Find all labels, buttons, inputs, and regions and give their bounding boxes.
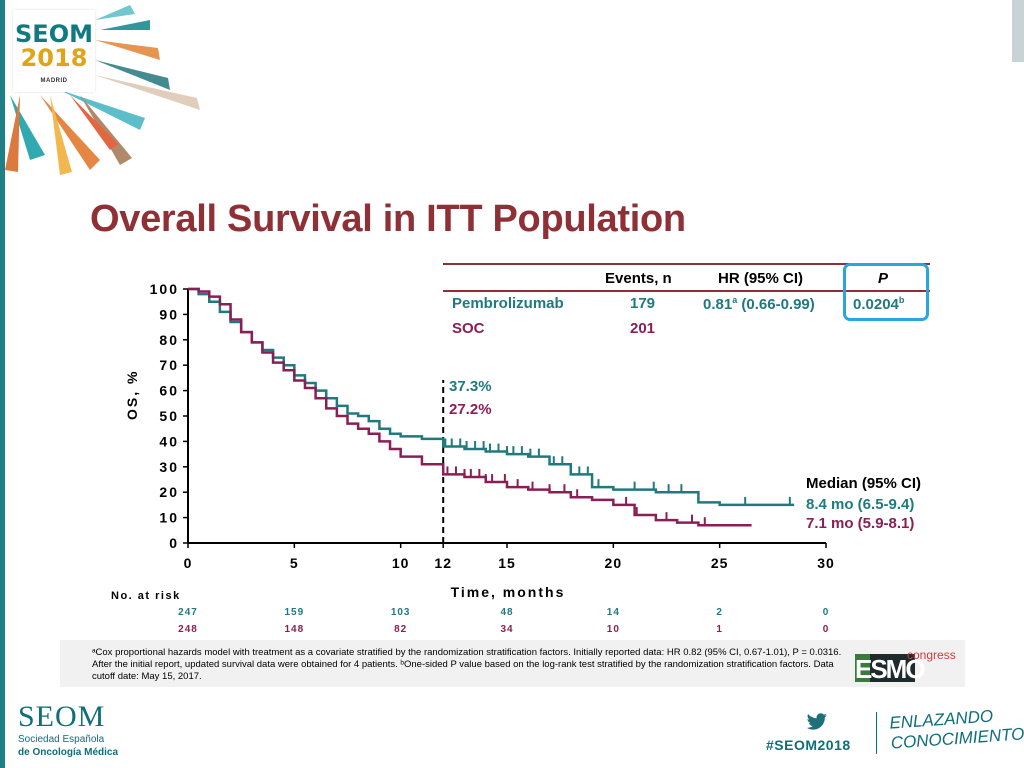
at-risk-value: 248 — [178, 624, 198, 632]
esmo-logo-shape — [855, 654, 915, 682]
median-pembro: 8.4 mo (6.5-9.4) — [806, 496, 915, 513]
esmo-congress-logo: ESMO congress — [855, 648, 960, 685]
x-tick-label: 15 — [498, 555, 516, 571]
footer-divider — [876, 712, 877, 754]
x-tick-label: 20 — [605, 555, 623, 571]
x-axis-title: Time, months — [451, 584, 566, 600]
at-risk-title: No. at risk — [111, 590, 181, 602]
x-tick-label: 30 — [817, 555, 835, 571]
at-risk-value: 10 — [606, 624, 620, 632]
p-superscript: b — [898, 295, 905, 305]
km-curve-soc — [188, 287, 752, 527]
slide-title: Overall Survival in ITT Population — [90, 198, 686, 240]
p-value-highlight-box — [843, 263, 929, 321]
at-risk-value: 2 — [716, 607, 723, 618]
hr-superscript: a — [732, 295, 738, 305]
y-tick-label: 40 — [159, 433, 179, 449]
table-p-pembrolizumab: 0.0204b — [853, 295, 904, 313]
landmark-soc-label: 27.2% — [449, 401, 492, 418]
at-risk-value: 1 — [716, 624, 723, 632]
y-tick-label: 20 — [159, 484, 179, 500]
at-risk-value: 34 — [500, 624, 514, 632]
table-events-soc: 201 — [630, 320, 656, 337]
esmo-congress-text: congress — [907, 648, 956, 662]
footnote: ᵃCox proportional hazards model with tre… — [92, 647, 842, 682]
at-risk-value: 14 — [606, 607, 620, 618]
logo-city-text: MADRID — [40, 78, 68, 84]
y-tick-label: 50 — [159, 408, 179, 424]
at-risk-value: 82 — [394, 624, 408, 632]
y-tick-label: 0 — [169, 535, 179, 551]
p-value: 0.0204 — [853, 296, 899, 313]
hr-value: 0.81 — [703, 296, 733, 313]
median-soc: 7.1 mo (5.9-8.1) — [806, 515, 915, 532]
y-tick-label: 60 — [159, 383, 179, 399]
at-risk-value: 48 — [500, 607, 514, 618]
twitter-icon — [806, 713, 827, 730]
table-header-hr: HR (95% CI) — [718, 270, 804, 287]
table-events-pembrolizumab: 179 — [630, 295, 656, 312]
seom-footer-name: SEOM — [18, 700, 106, 733]
table-arm-pembrolizumab: Pembrolizumab — [452, 295, 564, 312]
y-tick-label: 80 — [159, 332, 179, 348]
logo-seom-text: SEOM — [15, 20, 93, 48]
y-tick-label: 90 — [159, 306, 179, 322]
table-header-events: Events, n — [605, 270, 672, 287]
x-tick-label: 5 — [290, 555, 299, 571]
at-risk-value: 0 — [822, 624, 830, 632]
table-arm-soc: SOC — [452, 320, 485, 337]
logo-decoration — [5, 5, 200, 175]
km-curve-pembrolizumab — [188, 287, 795, 507]
x-tick-label: 25 — [711, 555, 729, 571]
y-tick-label: 70 — [159, 357, 179, 373]
footnote-strip — [60, 640, 965, 687]
seom-footer-sub1: Sociedad Española — [18, 734, 105, 745]
at-risk-table: 247 159 103 48 14 2 0 248 148 82 34 10 1 0 — [150, 604, 870, 632]
seom-footer-sub2: de Oncología Médica — [18, 747, 119, 758]
y-tick-label: 30 — [159, 459, 179, 475]
table-header-p: P — [878, 270, 889, 287]
left-accent-bar — [0, 0, 5, 768]
at-risk-value: 0 — [822, 607, 830, 618]
right-edge-tab — [1012, 0, 1024, 62]
at-risk-value: 247 — [178, 607, 198, 618]
at-risk-value: 159 — [284, 607, 305, 618]
logo-year-text: 2018 — [20, 44, 88, 72]
landmark-pembro-label: 37.3% — [449, 378, 492, 395]
median-title: Median (95% CI) — [806, 475, 922, 492]
x-tick-label: 12 — [434, 555, 452, 571]
y-tick-label: 100 — [150, 281, 179, 297]
x-tick-label: 0 — [184, 555, 193, 571]
x-tick-label: 10 — [392, 555, 410, 571]
seom-2018-logo: SEOM 2018 MADRID — [13, 10, 95, 92]
at-risk-value: 103 — [390, 607, 411, 618]
at-risk-value: 148 — [284, 624, 305, 632]
esmo-wordmark: ESMO — [855, 654, 926, 684]
seom-footer-logo: SEOM Sociedad Española de Oncología Médi… — [18, 700, 119, 759]
hr-ci: (0.66-0.99) — [737, 296, 815, 313]
table-hr-pembrolizumab: 0.81a (0.66-0.99) — [703, 295, 815, 313]
hashtag-text: #SEOM2018 — [766, 737, 851, 753]
y-tick-label: 10 — [159, 510, 179, 526]
